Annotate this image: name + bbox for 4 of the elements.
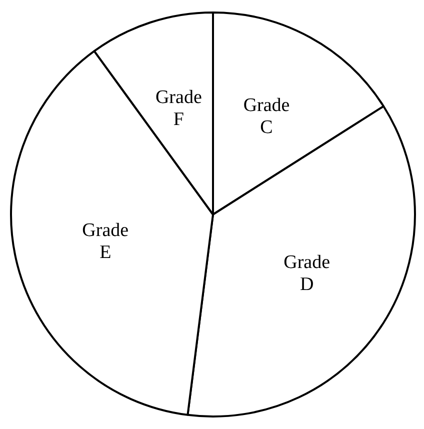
slice-label: Grade C: [243, 95, 290, 138]
slice-label: Grade E: [82, 220, 129, 264]
slice-label: Grade D: [284, 252, 330, 296]
slice-label: Grade F: [155, 86, 202, 130]
